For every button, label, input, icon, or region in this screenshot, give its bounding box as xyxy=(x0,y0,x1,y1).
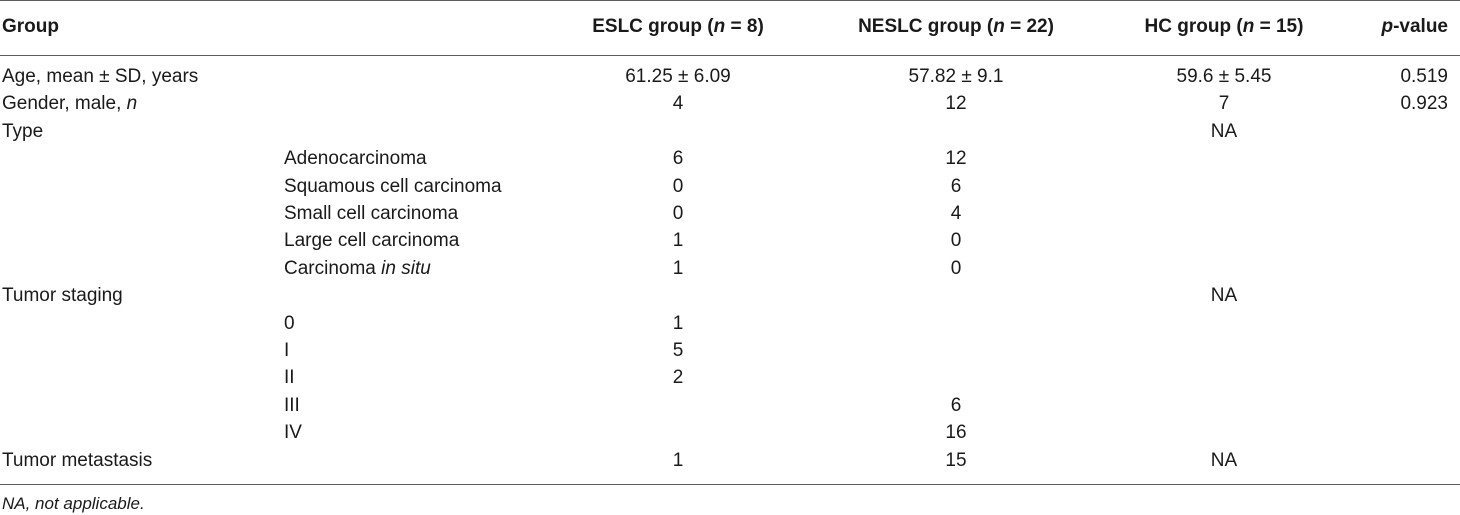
row-label: Gender, male, n xyxy=(2,93,138,115)
row-sublabel: Carcinoma in situ xyxy=(284,257,431,279)
cell-eslc: 6 xyxy=(672,148,684,170)
table-row: Adenocarcinoma 6 12 xyxy=(0,145,1460,172)
table-row: III 6 xyxy=(0,392,1460,419)
table-row: Type NA xyxy=(0,118,1460,145)
cell-neslc: 6 xyxy=(950,175,962,197)
cell-eslc: 1 xyxy=(672,449,684,471)
cell-neslc: 12 xyxy=(945,148,967,170)
row-sublabel: Small cell carcinoma xyxy=(284,203,459,224)
row-sublabel: II xyxy=(284,367,295,389)
table-row: Tumor metastasis 1 15 NA xyxy=(0,447,1460,474)
table-row: II 2 xyxy=(0,364,1460,391)
header-row: Group ESLC group (n = 8) NESLC group (n … xyxy=(0,13,1460,40)
cell-eslc: 5 xyxy=(672,340,684,361)
table-row: Gender, male, n 4 12 7 0.923 xyxy=(0,90,1460,117)
cell-neslc: 4 xyxy=(950,203,962,224)
cell-eslc: 0 xyxy=(672,203,684,224)
table-row: Tumor staging NA xyxy=(0,282,1460,309)
row-label: Age, mean ± SD, years xyxy=(2,66,199,87)
cell-neslc: 16 xyxy=(945,422,967,444)
table-footnote: NA, not applicable. xyxy=(2,494,145,513)
row-sublabel: III xyxy=(284,394,300,416)
cell-neslc: 15 xyxy=(945,449,967,471)
cell-hc: 7 xyxy=(1218,93,1230,115)
table-row: IV 16 xyxy=(0,419,1460,446)
cell-p-value: 0.519 xyxy=(1400,66,1448,87)
row-label: Tumor staging xyxy=(2,285,123,307)
cell-hc: 59.6 ± 5.45 xyxy=(1176,66,1272,87)
cell-eslc: 1 xyxy=(672,312,684,334)
cell-hc: NA xyxy=(1210,285,1238,307)
header-neslc: NESLC group (n = 22) xyxy=(858,16,1054,37)
cell-neslc: 0 xyxy=(950,230,962,252)
row-label: Type xyxy=(2,120,44,142)
cell-hc: NA xyxy=(1210,449,1238,471)
cell-neslc: 6 xyxy=(950,394,962,416)
header-p-value: p-value xyxy=(1381,16,1448,37)
row-sublabel: IV xyxy=(284,422,302,444)
cell-eslc: 0 xyxy=(672,175,684,197)
cell-eslc: 2 xyxy=(672,367,684,389)
cell-neslc: 0 xyxy=(950,257,962,279)
row-sublabel: Squamous cell carcinoma xyxy=(284,175,502,197)
row-label: Tumor metastasis xyxy=(2,449,153,471)
table-row: Carcinoma in situ 1 0 xyxy=(0,255,1460,282)
table-row: Small cell carcinoma 0 4 xyxy=(0,200,1460,227)
cell-eslc: 1 xyxy=(672,230,684,252)
cell-neslc: 12 xyxy=(945,93,967,115)
table-row: Squamous cell carcinoma 0 6 xyxy=(0,173,1460,200)
header-rule xyxy=(0,55,1460,56)
header-hc: HC group (n = 15) xyxy=(1144,16,1304,37)
header-group: Group xyxy=(2,16,59,37)
cell-eslc: 1 xyxy=(672,257,684,279)
table-row: Age, mean ± SD, years 61.25 ± 6.09 57.82 ±… xyxy=(0,63,1460,90)
row-sublabel: Adenocarcinoma xyxy=(284,148,427,170)
cell-eslc: 4 xyxy=(672,93,684,115)
table-row: Large cell carcinoma 1 0 xyxy=(0,227,1460,254)
top-rule xyxy=(0,0,1460,1)
row-sublabel: I xyxy=(284,340,290,361)
bottom-rule xyxy=(0,484,1460,485)
cell-neslc: 57.82 ± 9.1 xyxy=(908,66,1004,87)
row-sublabel: 0 xyxy=(284,312,295,334)
cell-eslc: 61.25 ± 6.09 xyxy=(625,66,731,87)
row-sublabel: Large cell carcinoma xyxy=(284,230,460,252)
cell-p-value: 0.923 xyxy=(1400,93,1448,115)
cell-hc: NA xyxy=(1210,120,1238,142)
header-eslc: ESLC group (n = 8) xyxy=(592,16,764,37)
